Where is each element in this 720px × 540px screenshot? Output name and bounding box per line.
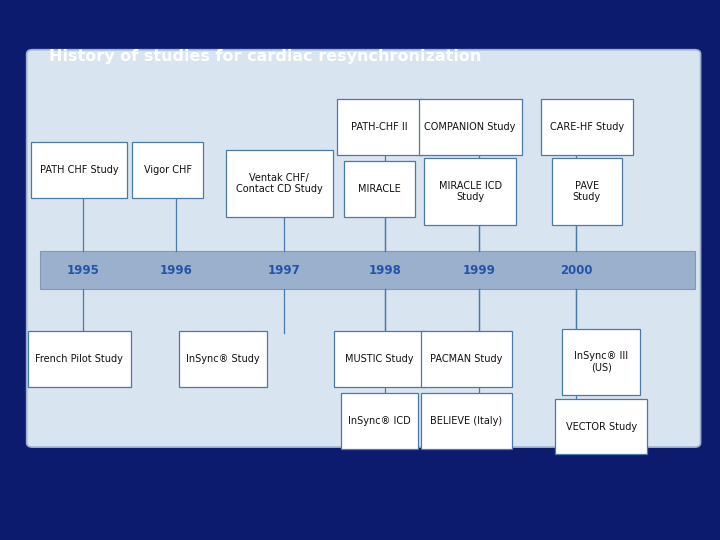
FancyBboxPatch shape xyxy=(27,50,701,447)
Text: French Pilot Study: French Pilot Study xyxy=(35,354,123,364)
Text: PAVE
Study: PAVE Study xyxy=(572,181,601,202)
FancyBboxPatch shape xyxy=(27,331,131,387)
FancyBboxPatch shape xyxy=(341,393,418,449)
FancyBboxPatch shape xyxy=(337,99,422,154)
Text: PATH-CHF II: PATH-CHF II xyxy=(351,122,408,132)
Text: 1997: 1997 xyxy=(268,264,301,276)
FancyBboxPatch shape xyxy=(555,399,647,455)
Text: CARE-HF Study: CARE-HF Study xyxy=(550,122,624,132)
Text: BELIEVE (Italy): BELIEVE (Italy) xyxy=(431,416,503,426)
FancyBboxPatch shape xyxy=(421,331,512,387)
Text: MIRACLE: MIRACLE xyxy=(358,184,401,194)
FancyBboxPatch shape xyxy=(419,99,521,154)
Text: PACMAN Study: PACMAN Study xyxy=(431,354,503,364)
Text: 1996: 1996 xyxy=(160,264,193,276)
Text: InSync® III
(US): InSync® III (US) xyxy=(574,351,629,373)
Text: MIRACLE ICD
Study: MIRACLE ICD Study xyxy=(438,181,502,202)
Text: Vigor CHF: Vigor CHF xyxy=(144,165,192,175)
Text: InSync® Study: InSync® Study xyxy=(186,354,260,364)
FancyBboxPatch shape xyxy=(562,328,640,395)
Text: 2000: 2000 xyxy=(559,264,593,276)
FancyBboxPatch shape xyxy=(334,331,425,387)
Text: 1995: 1995 xyxy=(66,264,99,276)
FancyBboxPatch shape xyxy=(421,393,512,449)
Text: InSync® ICD: InSync® ICD xyxy=(348,416,411,426)
FancyBboxPatch shape xyxy=(32,142,127,198)
Text: PATH CHF Study: PATH CHF Study xyxy=(40,165,119,175)
Text: VECTOR Study: VECTOR Study xyxy=(566,422,636,431)
FancyBboxPatch shape xyxy=(40,251,695,289)
FancyBboxPatch shape xyxy=(552,159,622,225)
Text: COMPANION Study: COMPANION Study xyxy=(425,122,516,132)
Text: 1998: 1998 xyxy=(369,264,402,276)
Text: MUSTIC Study: MUSTIC Study xyxy=(345,354,414,364)
FancyBboxPatch shape xyxy=(226,150,333,217)
FancyBboxPatch shape xyxy=(179,331,268,387)
FancyBboxPatch shape xyxy=(541,99,633,154)
FancyBboxPatch shape xyxy=(344,161,415,217)
Text: History of studies for cardiac resynchronization: History of studies for cardiac resynchro… xyxy=(49,49,482,64)
Text: 1999: 1999 xyxy=(462,264,495,276)
FancyBboxPatch shape xyxy=(424,159,516,225)
Text: Ventak CHF/
Contact CD Study: Ventak CHF/ Contact CD Study xyxy=(236,173,323,194)
FancyBboxPatch shape xyxy=(132,142,203,198)
